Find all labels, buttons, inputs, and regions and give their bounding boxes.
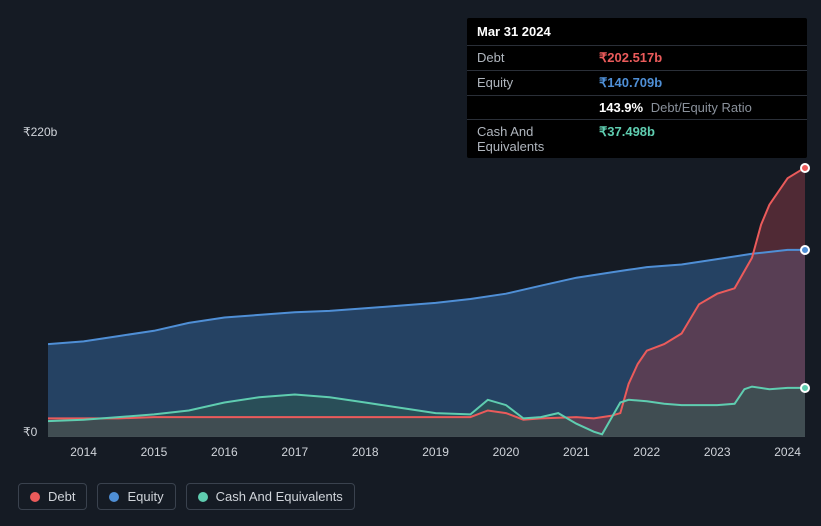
x-tick: 2018 [352, 445, 379, 459]
tooltip-row: 143.9% Debt/Equity Ratio [467, 95, 807, 119]
legend-label: Equity [127, 489, 163, 504]
tooltip-row: Debt₹202.517b [467, 45, 807, 70]
legend-label: Cash And Equivalents [216, 489, 343, 504]
x-axis: 2014 2015 2016 2017 2018 2019 2020 2021 2022 2023… [48, 445, 805, 465]
x-tick: 2021 [563, 445, 590, 459]
legend-swatch [198, 492, 208, 502]
x-tick: 2024 [774, 445, 801, 459]
x-tick: 2019 [422, 445, 449, 459]
x-tick: 2016 [211, 445, 238, 459]
tooltip-date: Mar 31 2024 [467, 18, 807, 45]
tooltip-row-label: Debt [477, 50, 599, 66]
marker-cash [800, 383, 810, 393]
marker-debt [800, 163, 810, 173]
x-tick: 2017 [281, 445, 308, 459]
legend-item[interactable]: Cash And Equivalents [186, 483, 355, 510]
y-min-label: ₹0 [23, 425, 37, 439]
tooltip-row-value: ₹202.517b [599, 50, 662, 66]
tooltip-row: Equity₹140.709b [467, 70, 807, 95]
tooltip-row-label [477, 100, 599, 115]
chart-svg [48, 145, 805, 437]
x-tick: 2020 [493, 445, 520, 459]
x-tick: 2014 [70, 445, 97, 459]
legend: Debt Equity Cash And Equivalents [18, 483, 355, 510]
tooltip-row-label: Equity [477, 75, 599, 91]
legend-label: Debt [48, 489, 75, 504]
x-tick: 2022 [633, 445, 660, 459]
legend-item[interactable]: Equity [97, 483, 175, 510]
legend-swatch [109, 492, 119, 502]
y-max-label: ₹220b [23, 125, 57, 139]
x-tick: 2023 [704, 445, 731, 459]
tooltip-box: Mar 31 2024 Debt₹202.517bEquity₹140.709b… [467, 18, 807, 158]
chart-canvas[interactable] [48, 145, 805, 437]
tooltip-row-value: 143.9% Debt/Equity Ratio [599, 100, 752, 115]
x-tick: 2015 [141, 445, 168, 459]
tooltip-row-extra: Debt/Equity Ratio [647, 100, 752, 115]
marker-equity [800, 245, 810, 255]
legend-item[interactable]: Debt [18, 483, 87, 510]
legend-swatch [30, 492, 40, 502]
tooltip-row-value: ₹140.709b [599, 75, 662, 91]
